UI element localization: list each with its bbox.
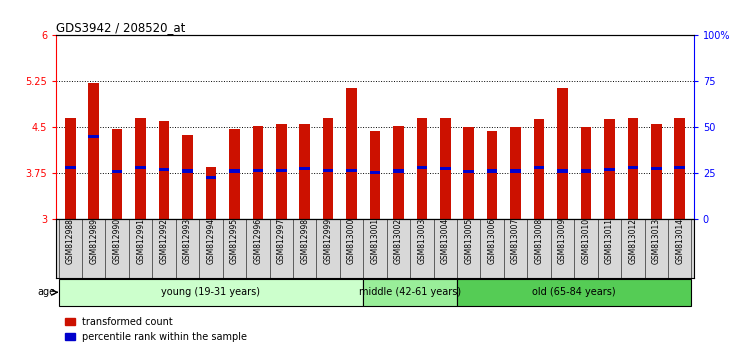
Bar [276, 169, 286, 172]
Bar [464, 127, 474, 219]
Bar [135, 118, 146, 219]
Bar [628, 118, 638, 219]
Bar [440, 167, 451, 170]
Bar [299, 124, 310, 219]
Bar [416, 166, 428, 170]
Bar [346, 87, 357, 219]
Bar [557, 170, 568, 172]
Text: young (19-31 years): young (19-31 years) [161, 287, 260, 297]
Bar [159, 121, 170, 219]
Bar [510, 170, 521, 172]
Bar [322, 118, 334, 219]
Bar [416, 118, 428, 219]
Bar [88, 83, 99, 219]
Bar [580, 170, 591, 172]
Bar [580, 127, 591, 219]
Bar [628, 166, 638, 170]
Text: middle (42-61 years): middle (42-61 years) [359, 287, 461, 297]
Bar [557, 87, 568, 219]
Bar [206, 176, 216, 179]
Bar [112, 129, 122, 219]
Bar [135, 166, 146, 170]
Bar [487, 170, 497, 172]
Bar [159, 168, 170, 171]
Bar [112, 170, 122, 173]
Bar [322, 169, 334, 172]
Bar [674, 166, 685, 170]
Bar [253, 126, 263, 219]
Bar [206, 167, 216, 219]
Bar [370, 171, 380, 175]
Bar [651, 124, 662, 219]
FancyBboxPatch shape [58, 279, 363, 307]
Bar [229, 170, 240, 172]
Bar [440, 118, 451, 219]
Bar [487, 131, 497, 219]
Bar [393, 170, 404, 172]
Bar [182, 170, 193, 172]
Bar [182, 135, 193, 219]
FancyBboxPatch shape [457, 279, 692, 307]
Bar [534, 166, 544, 170]
Bar [604, 119, 615, 219]
Bar [370, 131, 380, 219]
Bar [299, 167, 310, 170]
Bar [276, 124, 286, 219]
Bar [534, 119, 544, 219]
Text: GDS3942 / 208520_at: GDS3942 / 208520_at [56, 21, 186, 34]
FancyBboxPatch shape [363, 279, 457, 307]
Bar [253, 169, 263, 172]
Bar [88, 135, 99, 138]
Bar [464, 170, 474, 173]
Bar [65, 118, 76, 219]
Bar [510, 127, 521, 219]
Bar [604, 168, 615, 171]
Bar [65, 166, 76, 170]
Bar [229, 129, 240, 219]
Text: age: age [38, 287, 56, 297]
Bar [674, 118, 685, 219]
Text: old (65-84 years): old (65-84 years) [532, 287, 616, 297]
Bar [651, 167, 662, 170]
Bar [346, 169, 357, 172]
Legend: transformed count, percentile rank within the sample: transformed count, percentile rank withi… [61, 313, 251, 346]
Bar [393, 126, 404, 219]
